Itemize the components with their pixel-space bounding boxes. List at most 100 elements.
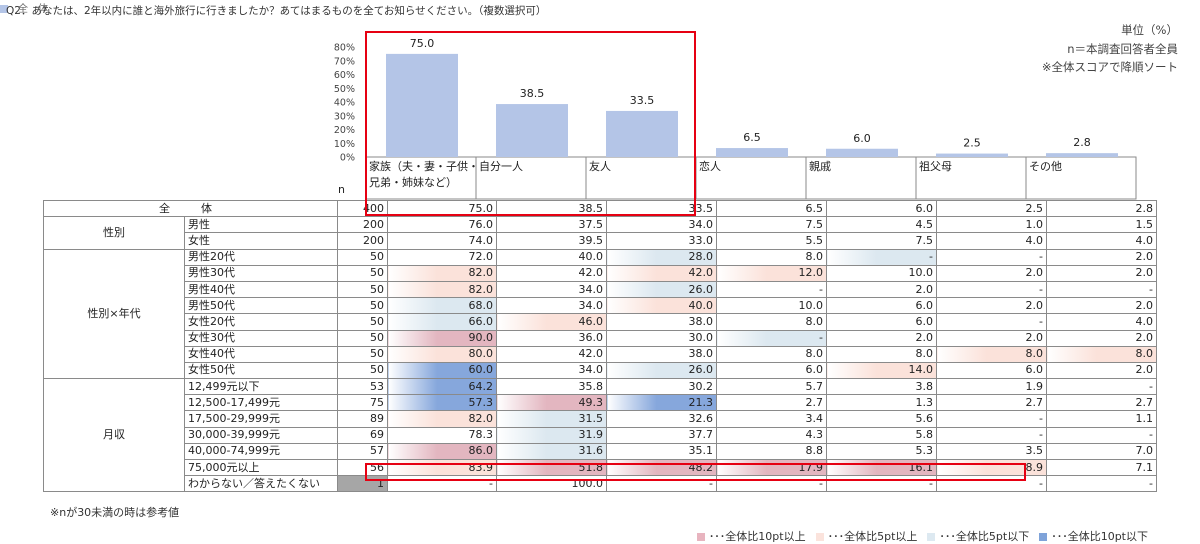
table-cell: 100.0 xyxy=(496,475,607,493)
table-cell: 35.1 xyxy=(606,442,717,461)
bar-value-label: 33.5 xyxy=(630,94,655,107)
table-cell: 32.6 xyxy=(606,410,717,428)
n-value: 50 xyxy=(337,280,388,299)
table-cell: 2.0 xyxy=(1046,297,1157,315)
table-cell: - xyxy=(1046,475,1157,493)
table-cell: 4.3 xyxy=(716,426,827,444)
table-cell: 34.0 xyxy=(496,280,607,299)
table-cell: 2.0 xyxy=(1046,361,1157,380)
table-cell: 1.1 xyxy=(1046,410,1157,428)
table-row: 女性40代 50 80.0 42.0 38.0 8.0 8.0 8.0 8.0 xyxy=(44,345,1157,363)
table-cell: 2.8 xyxy=(1046,199,1157,218)
table-cell: 30.2 xyxy=(606,378,717,396)
table-cell: 2.0 xyxy=(936,297,1047,315)
legend-label: 全 体 xyxy=(18,4,48,15)
table-cell: 8.0 xyxy=(716,345,827,363)
table-cell: - xyxy=(1046,426,1157,444)
row-label: わからない／答えたくない xyxy=(184,475,338,493)
table-cell: 48.2 xyxy=(606,458,717,477)
table-cell: - xyxy=(387,475,497,493)
table-row: 12,500-17,499元 75 57.3 49.3 21.3 2.7 1.3 2.7 2.7 xyxy=(44,394,1157,412)
table-cell: 8.0 xyxy=(936,345,1047,363)
table-cell: 38.5 xyxy=(496,199,607,218)
table-cell: - xyxy=(1046,378,1157,396)
table-cell: - xyxy=(826,475,937,493)
table-cell: - xyxy=(936,280,1047,299)
n-value: 69 xyxy=(337,426,388,444)
table-cell: - xyxy=(936,313,1047,331)
table-cell: 68.0 xyxy=(387,297,497,315)
table-cell: 35.8 xyxy=(496,378,607,396)
table-cell: 2.0 xyxy=(1046,329,1157,347)
row-label: 女性20代 xyxy=(184,313,338,331)
legend-swatch xyxy=(0,5,8,13)
table-cell: 33.5 xyxy=(606,199,717,218)
table-cell: 31.6 xyxy=(496,442,607,461)
table-cell: 76.0 xyxy=(387,216,497,234)
unit-note: 単位（%） xyxy=(1121,23,1178,37)
table-cell: 4.5 xyxy=(826,216,937,234)
table-row: 男性40代 50 82.0 34.0 26.0-2.0- - xyxy=(44,280,1157,299)
row-label: 12,499元以下 xyxy=(184,378,338,396)
table-cell: 7.1 xyxy=(1046,458,1157,477)
table-cell: 26.0 xyxy=(606,280,717,299)
table-cell: 2.0 xyxy=(1046,248,1157,266)
row-label: 男性 xyxy=(184,216,338,234)
y-tick-label: 40% xyxy=(334,98,355,109)
bar xyxy=(496,104,568,157)
group-label: 性別×年代 xyxy=(43,248,185,380)
table-cell: 33.0 xyxy=(606,232,717,250)
table-cell: 5.7 xyxy=(716,378,827,396)
n-value: 50 xyxy=(337,361,388,380)
table-cell: 31.5 xyxy=(496,410,607,428)
table-cell: 86.0 xyxy=(387,442,497,461)
table-cell: - xyxy=(936,475,1047,493)
highlight-legend: ･･･全体比10pt以上 ･･･全体比5pt以上 ･･･全体比5pt以下 ･･･全体比… xyxy=(687,528,1148,544)
table-row: わからない／答えたくない 1-100.0- - - - - xyxy=(44,475,1157,493)
table-cell: 2.0 xyxy=(826,280,937,299)
table-cell: 82.0 xyxy=(387,280,497,299)
table-row: 女性50代 50 60.0 34.0 26.0 6.0 14.0 6.0 2.0 xyxy=(44,361,1157,380)
table-cell: 3.4 xyxy=(716,410,827,428)
table-cell: 6.0 xyxy=(826,297,937,315)
bar xyxy=(826,148,898,157)
table-cell: 30.0 xyxy=(606,329,717,347)
footnote: ※nが30未満の時は参考値 xyxy=(50,506,180,519)
table-cell: 28.0 xyxy=(606,248,717,266)
y-tick-label: 70% xyxy=(334,56,355,67)
table-cell: 7.0 xyxy=(1046,442,1157,461)
table-cell: 1.3 xyxy=(826,394,937,412)
category-label: 友人 xyxy=(589,159,611,173)
n-label: n xyxy=(338,183,345,196)
n-value: 50 xyxy=(337,345,388,363)
table-cell: 7.5 xyxy=(826,232,937,250)
table-row: 男性50代 50 68.0 34.0 40.0 10.0 6.0 2.0 2.0 xyxy=(44,297,1157,315)
table-cell: - xyxy=(606,475,717,493)
category-label: 親戚 xyxy=(809,160,831,173)
table-cell: 72.0 xyxy=(387,248,497,266)
chart-legend: 全 体 xyxy=(0,0,1200,15)
table-cell: - xyxy=(826,248,937,266)
table-cell: 12.0 xyxy=(716,264,827,282)
table-cell: 8.0 xyxy=(1046,345,1157,363)
row-label: 30,000-39,999元 xyxy=(184,426,338,444)
table-cell: 4.0 xyxy=(1046,313,1157,331)
table-cell: 34.0 xyxy=(496,297,607,315)
table-cell: 80.0 xyxy=(387,345,497,363)
crosstab-table: 全 体 400 75.0 38.5 33.5 6.5 6.0 2.5 2.8 性別 男性 200 76.… xyxy=(43,199,1157,493)
table-cell: 5.6 xyxy=(826,410,937,428)
bar xyxy=(936,153,1008,157)
n-value: 56 xyxy=(337,458,388,477)
table-cell: 3.5 xyxy=(936,442,1047,461)
table-row: 男性30代 50 82.0 42.0 42.0 12.0 10.0 2.0 2.0 xyxy=(44,264,1157,282)
table-cell: 2.5 xyxy=(936,199,1047,218)
table-cell: 8.9 xyxy=(936,458,1047,477)
table-cell: 5.8 xyxy=(826,426,937,444)
table-cell: 2.7 xyxy=(1046,394,1157,412)
highlight-legend-item: ･･･全体比5pt以上 xyxy=(815,530,917,543)
row-label: 男性20代 xyxy=(184,248,338,266)
table-cell: 1.9 xyxy=(936,378,1047,396)
y-tick-label: 20% xyxy=(334,125,355,136)
table-cell: 10.0 xyxy=(826,264,937,282)
row-label: 女性30代 xyxy=(184,329,338,347)
